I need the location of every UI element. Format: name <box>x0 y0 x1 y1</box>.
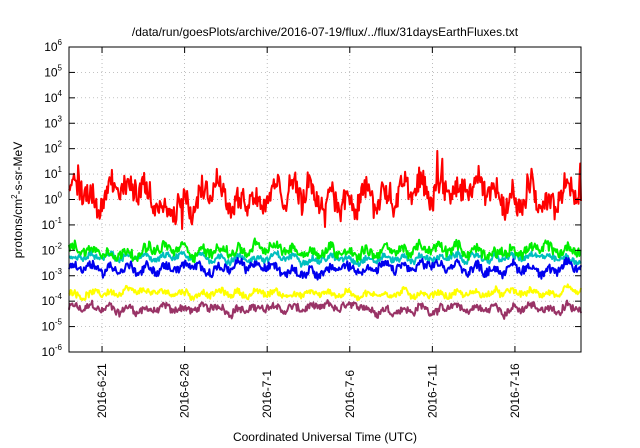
x-tick-label: 2016-6-26 <box>178 363 192 418</box>
x-tick-label: 2016-6-21 <box>95 363 109 418</box>
y-tick-label: 101 <box>44 165 62 181</box>
y-tick-label: 102 <box>44 140 62 156</box>
chart-title: /data/run/goesPlots/archive/2016-07-19/f… <box>132 25 519 39</box>
y-tick-label: 10-3 <box>42 267 63 283</box>
x-tick-label: 2016-7-6 <box>343 370 357 418</box>
y-tick-label: 10-6 <box>42 343 63 359</box>
y-tick-label: 10-4 <box>42 292 63 308</box>
series-line <box>68 237 582 264</box>
x-tick-label: 2016-7-1 <box>260 370 274 418</box>
y-tick-label: 10-5 <box>42 318 63 334</box>
x-tick-label: 2016-7-16 <box>508 363 522 418</box>
series-line <box>68 256 582 281</box>
y-tick-label: 10-2 <box>42 241 63 257</box>
x-tick-label: 2016-7-11 <box>425 364 439 418</box>
y-tick-label: 104 <box>44 89 62 105</box>
y-tick-label: 105 <box>44 63 62 79</box>
x-axis-ticks: 2016-6-21 2016-6-26 2016-7-1 2016-7-6 2016-7… <box>95 47 522 418</box>
series-line <box>68 283 582 302</box>
y-tick-label: 100 <box>44 191 62 207</box>
y-tick-label: 103 <box>44 114 62 130</box>
x-axis-label: Coordinated Universal Time (UTC) <box>233 430 417 444</box>
series-line <box>68 299 582 320</box>
y-axis-ticks: 10-6 10-5 10-4 10-3 10-2 10-1 100 101 102 103 104 1… <box>42 38 581 359</box>
y-axis-label: protons/cm2-s-sr-MeV <box>10 142 25 258</box>
y-tick-label: 10-1 <box>42 216 63 232</box>
y-tick-label: 106 <box>44 38 62 54</box>
series-line <box>68 149 582 230</box>
series-layer <box>68 149 582 320</box>
